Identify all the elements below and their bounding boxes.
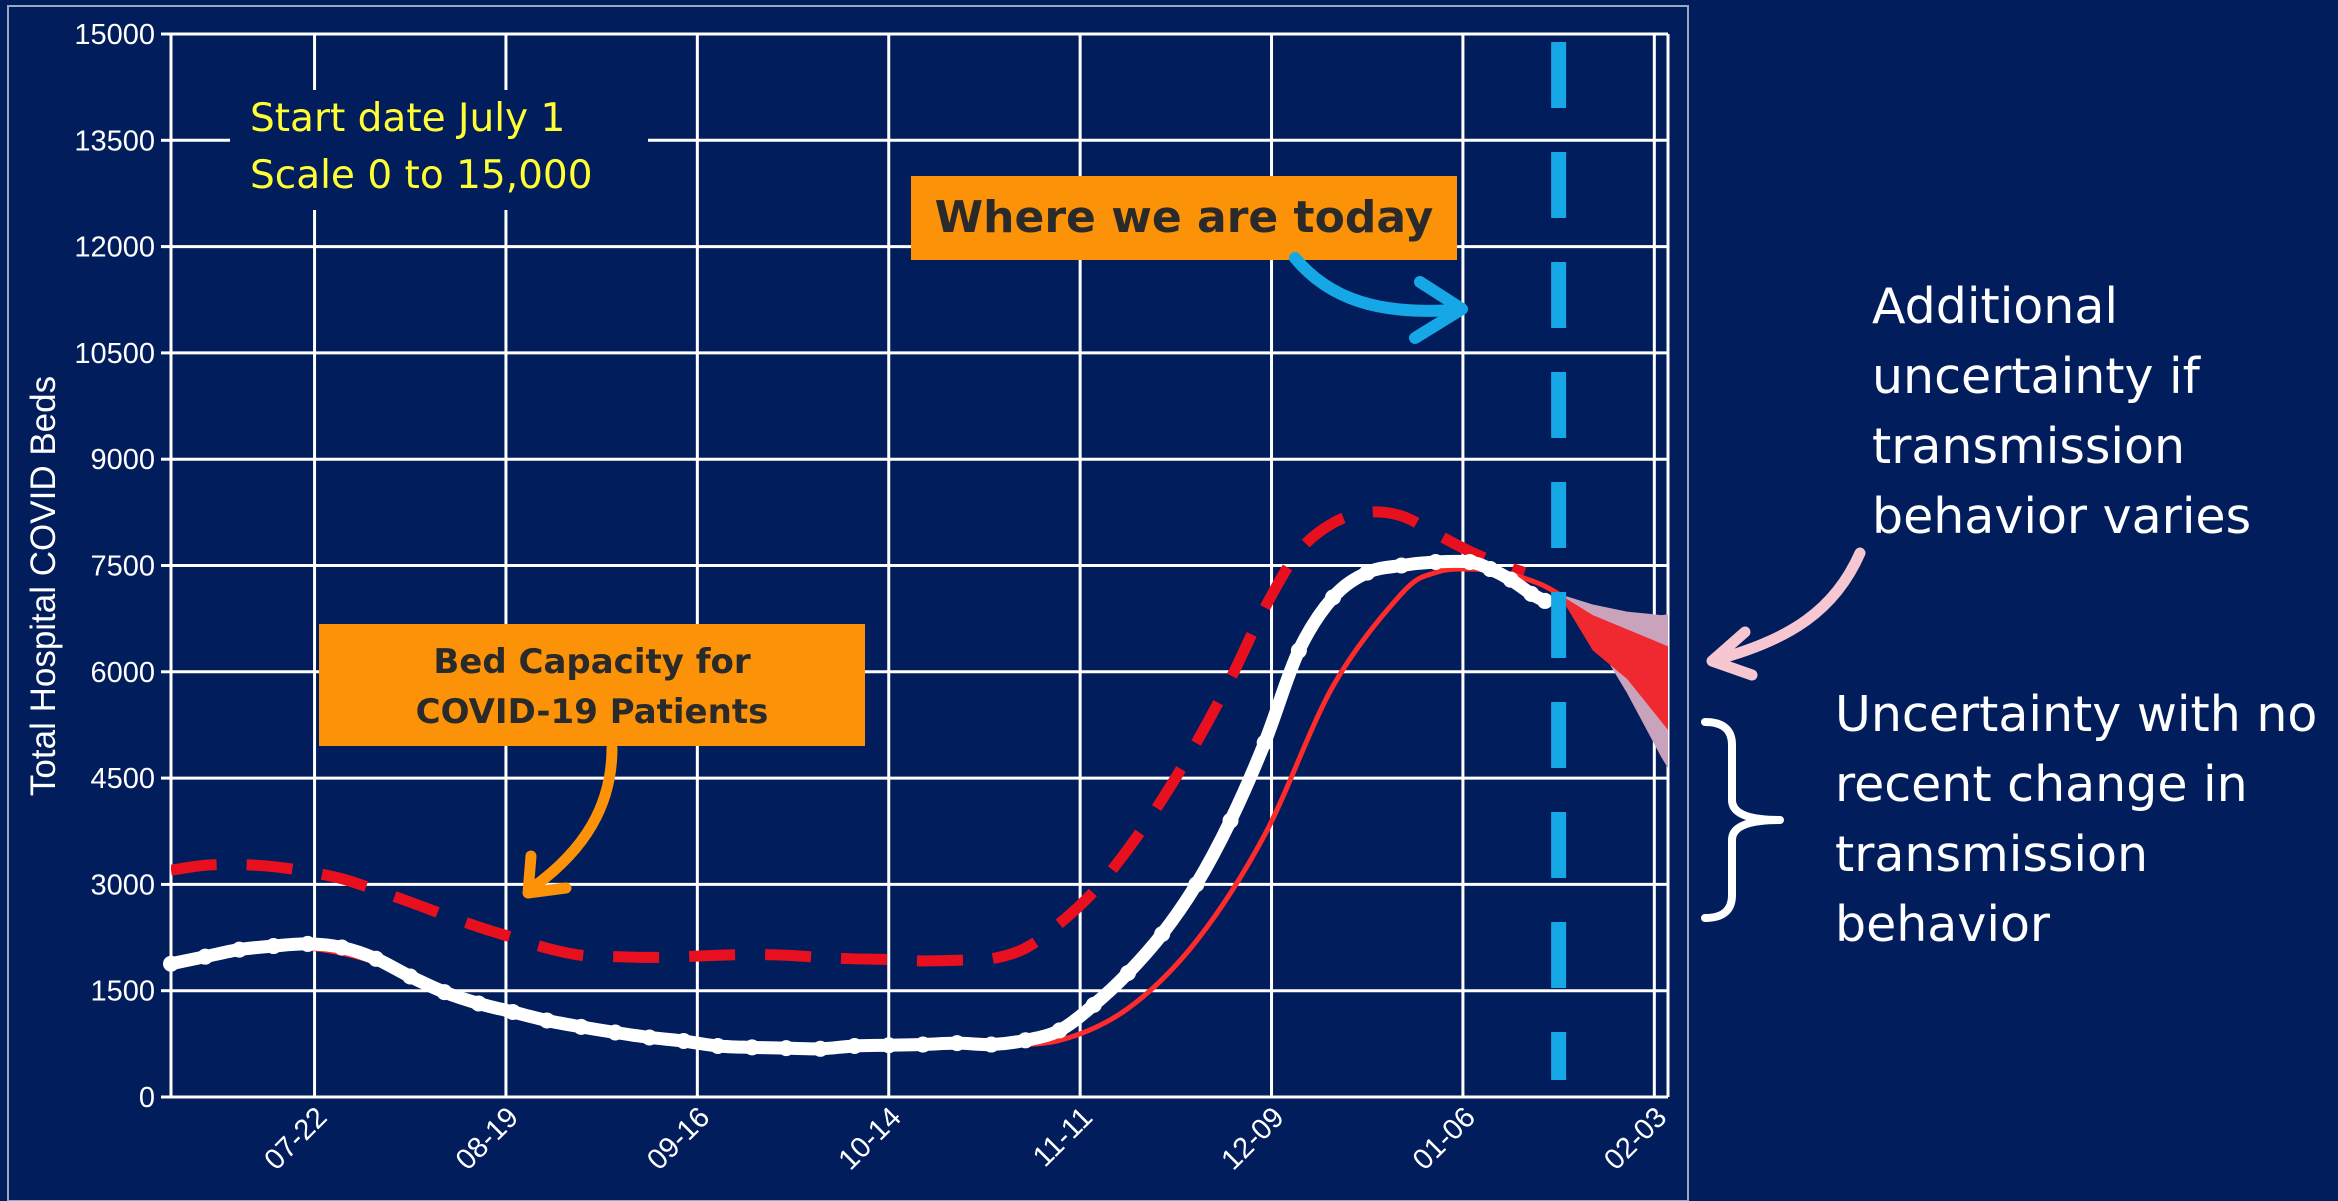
x-tick-label: 09-16 (641, 1101, 716, 1176)
x-tick-label: 02-03 (1598, 1101, 1673, 1176)
bed-capacity-line (171, 506, 1527, 967)
x-tick-label: 10-14 (833, 1101, 908, 1176)
x-tick-label: 01-06 (1407, 1101, 1482, 1176)
bed-capacity-arrow-icon (522, 742, 618, 899)
observed-point (949, 1035, 966, 1052)
uncertainty-band (1558, 593, 1668, 730)
y-tick-label: 3000 (90, 869, 155, 901)
observed-point (1290, 642, 1307, 659)
observed-point (1427, 553, 1444, 570)
today-arrow-icon (1289, 252, 1468, 344)
observed-point (436, 984, 453, 1001)
scale-text: Scale 0 to 15,000 (250, 153, 593, 198)
brace-icon (1701, 718, 1784, 922)
observed-point (641, 1029, 658, 1046)
observed-point (1393, 557, 1410, 574)
y-tick-label: 7500 (90, 551, 155, 583)
observed-point (846, 1037, 863, 1054)
observed-point (675, 1033, 692, 1050)
observed-point (880, 1037, 897, 1054)
observed-point (607, 1024, 624, 1041)
observed-point (538, 1012, 555, 1029)
observed-point (744, 1039, 761, 1056)
observed-point (1502, 571, 1519, 588)
no-change-uncertainty-label: Uncertainty with no recent change in tra… (1835, 686, 2318, 953)
y-tick-label: 13500 (74, 125, 155, 157)
today-label: Where we are today (935, 192, 1434, 243)
pink-arrow-icon (1706, 547, 1866, 681)
y-tick-label: 10500 (74, 338, 155, 370)
y-tick-label: 6000 (90, 657, 155, 689)
observed-point (470, 995, 487, 1012)
observed-point (299, 935, 316, 952)
observed-point (1359, 564, 1376, 581)
y-tick-label: 15000 (74, 19, 155, 51)
observed-point (1482, 561, 1499, 578)
y-axis-label: Total Hospital COVID Beds (24, 376, 63, 796)
x-tick-labels: 07-22 08-19 09-16 10-14 11-11 12-09 01-06 02-03 (258, 1101, 1673, 1176)
observed-point (914, 1036, 931, 1053)
additional-uncertainty-label: Additional uncertainty if transmission b… (1872, 278, 2252, 545)
bed-capacity-label-1: Bed Capacity for (433, 642, 751, 682)
observed-point (812, 1040, 829, 1057)
bed-capacity-series (171, 506, 1527, 967)
observed-point (197, 948, 214, 965)
y-tick-label: 0 (139, 1082, 155, 1114)
plot-frame (7, 5, 1689, 1201)
observed-point (231, 941, 248, 958)
observed-point (573, 1018, 590, 1035)
observed-point (1256, 734, 1273, 751)
x-tick-label: 07-22 (258, 1101, 333, 1176)
start-date-box (230, 90, 648, 210)
bed-capacity-box (319, 624, 865, 746)
x-tick-label: 11-11 (1027, 1101, 1099, 1173)
observed-point (1461, 553, 1478, 570)
observed-point (1119, 964, 1136, 981)
y-tick-label: 9000 (90, 444, 155, 476)
start-date-text: Start date July 1 (250, 96, 565, 141)
observed-point (1188, 876, 1205, 893)
y-tick-labels: 0 1500 3000 4500 6000 7500 9000 10500 12000 13500… (74, 19, 155, 1114)
observed-point (265, 938, 282, 955)
observed-point (778, 1040, 795, 1057)
observed-point (1325, 589, 1342, 606)
x-tick-label: 12-09 (1215, 1101, 1290, 1176)
y-tick-label: 12000 (74, 232, 155, 264)
observed-point (163, 955, 179, 972)
y-tick-label: 1500 (90, 976, 155, 1008)
observed-point (1085, 996, 1102, 1013)
observed-point (333, 939, 350, 956)
observed-point (1222, 812, 1239, 829)
x-tick-label: 08-19 (450, 1101, 525, 1176)
observed-point (1536, 592, 1553, 609)
observed-point (368, 950, 385, 967)
observed-point (504, 1003, 521, 1020)
observed-point (1017, 1032, 1034, 1049)
observed-point (1154, 926, 1171, 943)
y-tick-label: 4500 (90, 763, 155, 795)
uncertainty-bands (1558, 593, 1668, 769)
today-label-box (911, 176, 1457, 260)
bed-capacity-label-2: COVID-19 Patients (416, 692, 769, 732)
observed-series (163, 553, 1553, 1057)
observed-point (1051, 1022, 1068, 1039)
observed-point (709, 1037, 726, 1054)
observed-point (1523, 585, 1540, 602)
observed-point (402, 968, 419, 985)
observed-point (983, 1036, 1000, 1053)
